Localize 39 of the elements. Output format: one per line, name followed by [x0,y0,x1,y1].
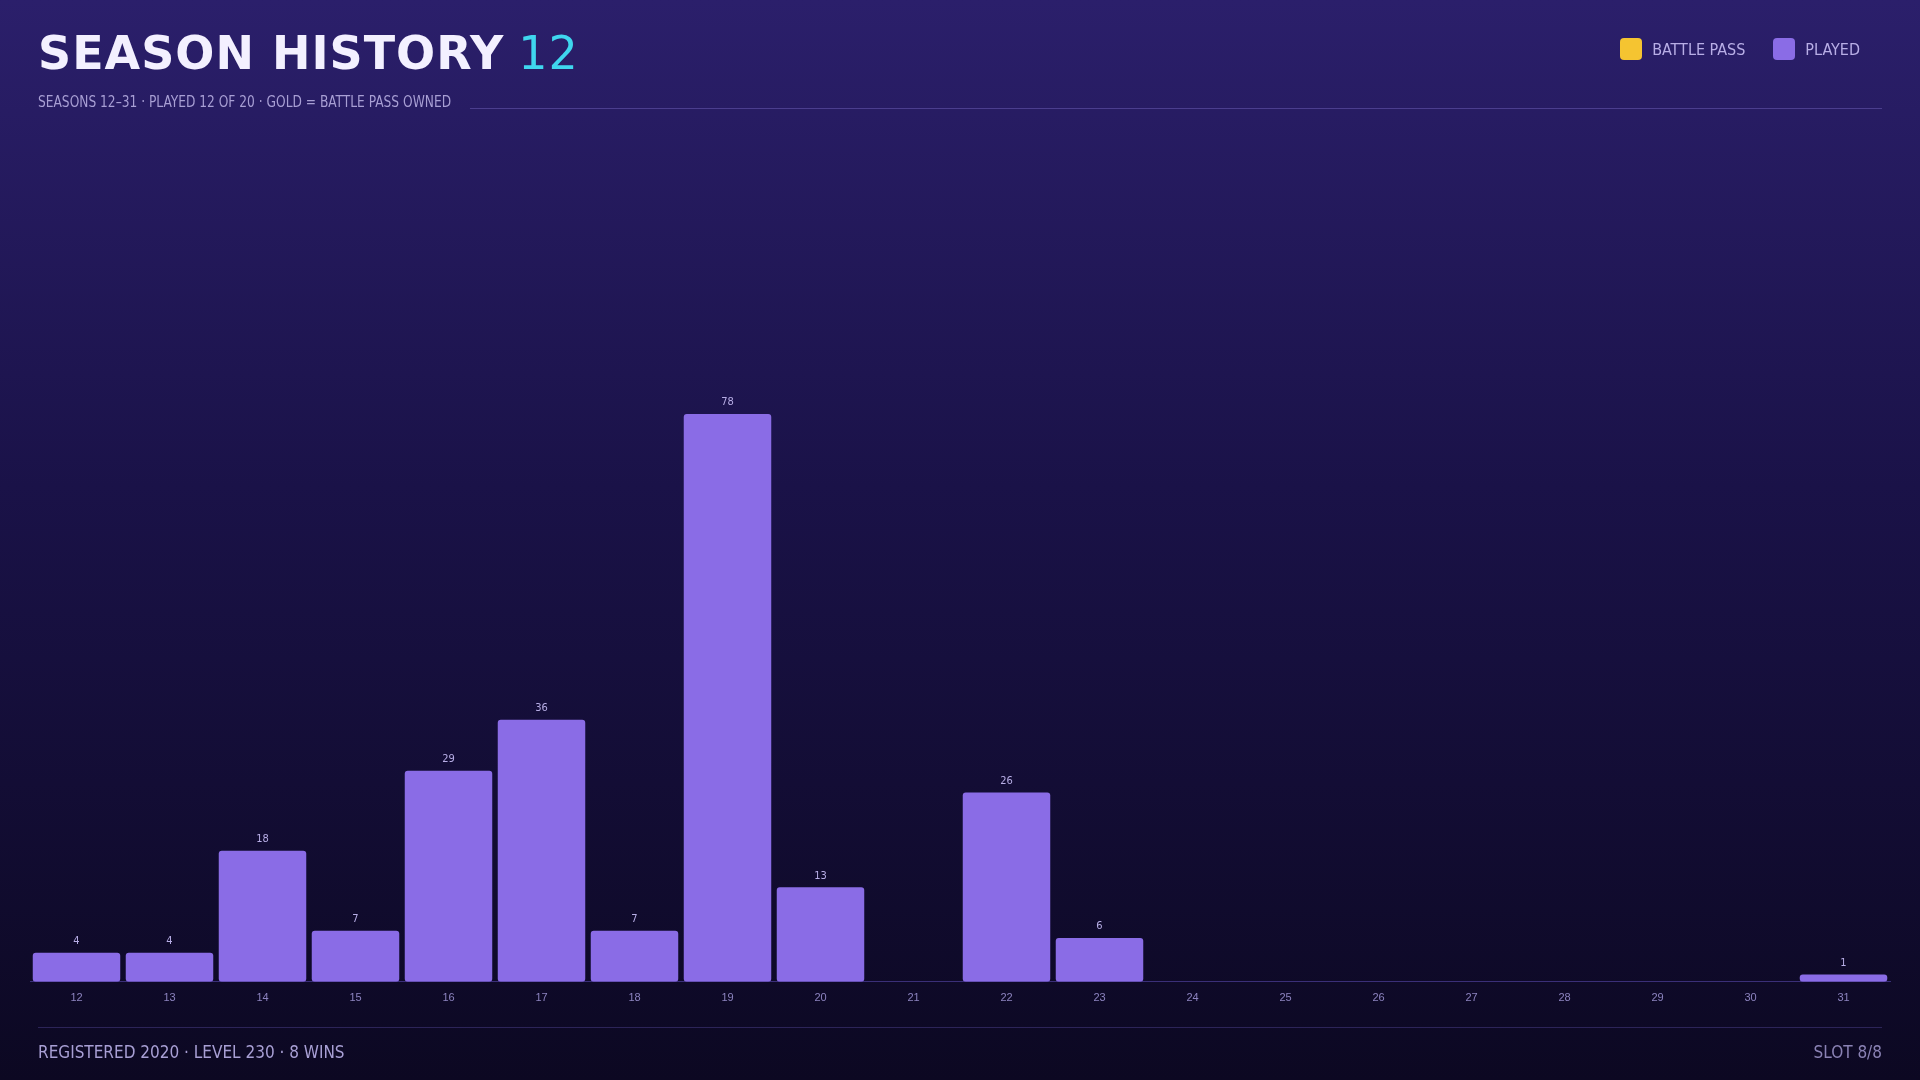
text: SLOT 8/8 [1813,1042,1882,1062]
data-label: 7 [352,912,359,926]
x-tick-label: 17 [535,991,548,1004]
x-tick-label: 22 [1000,991,1013,1004]
x-tick-label: 13 [163,991,176,1004]
x-tick-label: 30 [1744,991,1757,1004]
x-tick-label: 15 [349,991,362,1004]
chart-subtitle: SEASONS 12–31 · PLAYED 12 OF 20 · GOLD = BATTLE PASS OWNED [38,92,452,111]
data-label: 13 [814,868,827,882]
x-tick-label: 18 [628,991,641,1004]
legend-label: PLAYED [1804,38,1860,60]
chart-title: SEASON HISTORY [38,26,505,80]
data-label: 4 [166,934,173,948]
data-label: 18 [256,832,269,846]
text: REGISTERED 2020 · LEVEL 230 · 8 WINS [38,1042,345,1062]
x-tick-label: 14 [256,991,269,1004]
text: 12 [518,26,579,80]
x-tick-label: 20 [814,991,827,1004]
data-label: 7 [631,912,638,926]
data-label: 1 [1840,955,1847,969]
x-tick-label: 25 [1279,991,1292,1004]
x-tick-label: 21 [907,991,920,1004]
legend-label: BATTLE PASS [1651,38,1746,60]
x-tick-label: 12 [70,991,83,1004]
x-tick-label: 26 [1372,991,1385,1004]
x-tick-label: 19 [721,991,734,1004]
data-label: 4 [73,934,80,948]
x-tick-label: 29 [1651,991,1664,1004]
x-tick-label: 23 [1093,991,1106,1004]
x-tick-label: 31 [1837,991,1850,1004]
x-tick-label: 24 [1186,991,1199,1004]
x-tick-label: 27 [1465,991,1478,1004]
data-label: 36 [535,701,548,715]
x-tick-label: 28 [1558,991,1571,1004]
data-label: 78 [721,395,734,409]
x-tick-label: 16 [442,991,455,1004]
data-label: 6 [1096,919,1103,933]
data-label: 26 [1000,773,1013,787]
data-label: 29 [442,752,455,766]
